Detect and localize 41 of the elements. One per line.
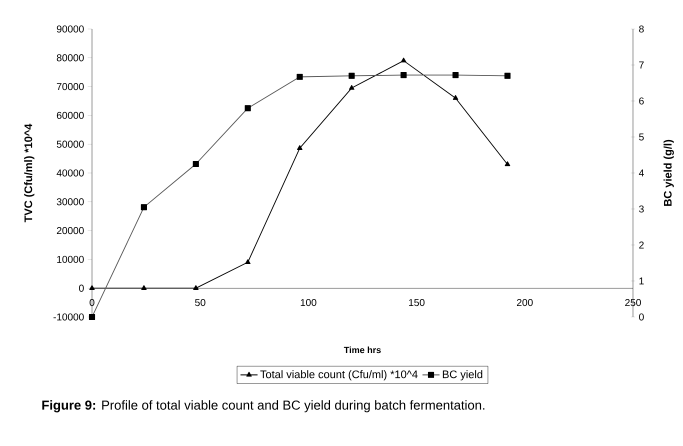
point (245, 259, 251, 264)
point (400, 58, 406, 62)
y-tick-label: 80000 (56, 54, 84, 62)
y-tick-label: 0 (79, 284, 84, 292)
y2-tick-label: 5 (639, 134, 644, 140)
legend-label: Total viable count (Cfu/ml) *10^4 (260, 370, 418, 380)
legend-label: BC yield (442, 370, 482, 380)
point (452, 95, 458, 100)
point (141, 285, 147, 290)
y2-tick-label: 4 (638, 170, 644, 176)
x-tick-label: 250 (625, 298, 641, 306)
point (504, 161, 510, 166)
y2-tick-label: 1 (639, 278, 644, 284)
point (297, 145, 302, 150)
y2-tick-label: 3 (639, 205, 644, 213)
x-tick-label: 100 (300, 298, 316, 306)
text: Figure 9: Profile of total viable count and BC yield during batch fermentation. (42, 400, 484, 412)
y-tick-label: 30000 (56, 198, 84, 206)
y2-tick-label: 8 (639, 25, 644, 33)
y-tick-label: -10000 (54, 313, 84, 321)
y-tick-label: 20000 (56, 227, 84, 234)
x-tick-label: 200 (516, 298, 533, 306)
point (193, 285, 199, 290)
x-tick-label: 150 (409, 298, 425, 306)
point (89, 285, 95, 290)
y-tick-label: 40000 (56, 169, 84, 177)
y-tick-label: 70000 (56, 83, 84, 90)
y-axis-title: TVC (Cfu/ml) *10^4 (24, 124, 34, 222)
y-tick-label: 10000 (57, 256, 84, 263)
x-tick-label: 0 (90, 298, 94, 306)
y2-tick-label: 6 (639, 97, 644, 105)
y-tick-label: 60000 (56, 112, 84, 119)
x-axis-title: Time hrs (344, 346, 381, 354)
y-tick-label: 90000 (56, 25, 84, 33)
x-tick-label: 50 (195, 298, 206, 306)
y2-axis-title: BC yield (g/l) (664, 140, 674, 206)
point (348, 84, 354, 90)
y-tick-label: 50000 (56, 140, 84, 148)
y2-tick-label: 2 (639, 242, 644, 248)
y2-tick-label: 0 (639, 313, 644, 321)
y2-tick-label: 7 (639, 62, 644, 68)
